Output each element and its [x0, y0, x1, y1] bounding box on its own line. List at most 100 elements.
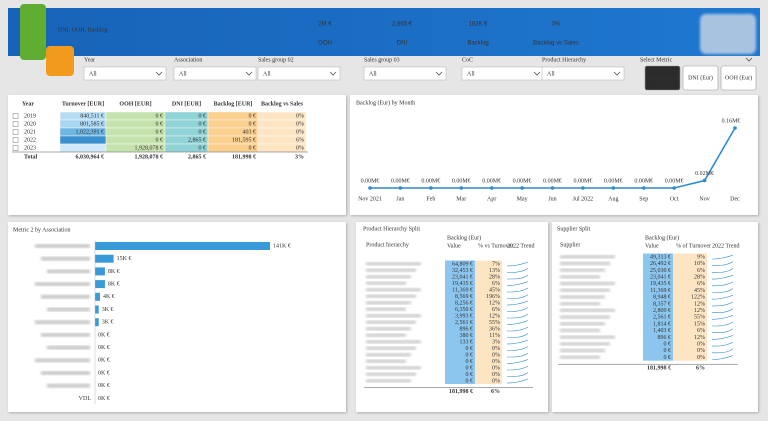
- value-cell: 1,403 €: [653, 328, 671, 334]
- bar: [95, 267, 105, 276]
- blurred-label: [560, 281, 615, 286]
- blurred-label: [366, 327, 411, 331]
- data-label: 0K €: [98, 332, 110, 338]
- line-point: [489, 186, 494, 190]
- blurred-label: [35, 244, 90, 248]
- expand-icon[interactable]: [12, 145, 19, 151]
- value-col-bg: [643, 253, 673, 361]
- col-header: 2022 Trend: [507, 243, 535, 249]
- total-pct: 6%: [491, 389, 500, 395]
- total-cell: 3%: [295, 154, 304, 160]
- line-point: [550, 186, 555, 190]
- blurred-label: [35, 320, 90, 325]
- sparkline: [506, 287, 529, 293]
- filter-dropdown[interactable]: [363, 66, 447, 81]
- expand-icon[interactable]: [12, 137, 19, 143]
- value-cell: 380 €: [460, 333, 474, 339]
- table-cell: 0 €: [156, 121, 164, 127]
- blurred-label: [560, 288, 610, 292]
- line-point: [520, 186, 524, 190]
- filter-dropdown[interactable]: [83, 66, 167, 81]
- pct-cell: 13%: [489, 268, 500, 274]
- kpi-label: Backlog vs Sales: [533, 41, 579, 47]
- expand-icon[interactable]: [12, 121, 19, 127]
- value-cell: 25,030 €: [650, 268, 671, 274]
- blurred-label: [366, 379, 411, 383]
- pct-cell: 12%: [694, 301, 705, 307]
- sparkline: [506, 300, 529, 306]
- header-band: [8, 8, 760, 56]
- total-cell: 181,998 €: [232, 154, 256, 160]
- expand-icon[interactable]: [12, 129, 19, 135]
- blurred-label: [560, 301, 600, 306]
- metric-button[interactable]: [644, 65, 681, 91]
- sparkline: [711, 348, 734, 354]
- sparkline: [506, 307, 529, 312]
- total-cell: 2,865 €: [188, 154, 206, 160]
- table-cell: 0 €: [156, 137, 164, 143]
- table-cell: 0 €: [199, 113, 207, 119]
- col-header: Backlog (Eur): [645, 234, 679, 241]
- filter-label: CoC: [462, 57, 473, 63]
- data-label: 0K €: [98, 370, 110, 376]
- value-cell: 0 €: [466, 359, 474, 365]
- filter-dropdown[interactable]: [541, 66, 625, 81]
- table-cell: 0 €: [156, 129, 164, 135]
- sparkline: [711, 301, 734, 307]
- dropdown-chevron: [155, 71, 163, 76]
- logo-blurred: [700, 14, 756, 54]
- kpi-value: 3%: [552, 22, 561, 28]
- dropdown-chevron: [533, 71, 541, 76]
- table-cell: 0%: [296, 129, 304, 135]
- value-cell: 26,492 €: [650, 261, 671, 267]
- total-label: Total: [24, 154, 37, 160]
- line-point: [398, 186, 403, 190]
- table-cell: 840,511 €: [80, 113, 104, 119]
- value-cell: 0 €: [664, 355, 672, 361]
- x-tick-label: Feb: [426, 196, 435, 202]
- filter-dropdown[interactable]: [257, 66, 341, 81]
- table-header: DNI [EUR]: [172, 101, 201, 107]
- table-cell: 0 €: [156, 113, 164, 119]
- filter-label: Year: [84, 57, 95, 63]
- filter-label: Sales group 02: [258, 57, 294, 63]
- col-header: 2022 Trend: [712, 243, 740, 249]
- kpi-value: 182K €: [468, 22, 488, 28]
- filter-dropdown[interactable]: [173, 66, 257, 81]
- blurred-label: [560, 261, 610, 266]
- value-cell: 1,814 €: [653, 321, 671, 327]
- table-header: Year: [22, 101, 34, 107]
- value-cell: 896 €: [460, 326, 474, 332]
- value-cell: 32,453 €: [452, 268, 473, 274]
- kpi-value: 2,865 €: [392, 22, 413, 28]
- table-cell: 0 €: [199, 145, 207, 151]
- blurred-label: [366, 320, 416, 324]
- filter-value: All: [179, 71, 187, 77]
- sparkline: [711, 335, 734, 340]
- data-label: 15K €: [117, 256, 132, 262]
- sparkline: [711, 308, 734, 313]
- blurred-label: [560, 342, 610, 346]
- blurred-label: [560, 335, 615, 339]
- filter-value: All: [547, 71, 555, 77]
- value-cell: 2,809 €: [653, 308, 671, 314]
- table-cell: 0 €: [199, 121, 207, 127]
- cell-bg: [59, 143, 107, 153]
- metric-button[interactable]: [720, 65, 757, 91]
- expand-icon[interactable]: [12, 113, 19, 119]
- table-header: Turnover [EUR]: [62, 101, 104, 107]
- table-cell: 2,865 €: [188, 137, 206, 143]
- bar: [95, 280, 105, 289]
- value-cell: 19,435 €: [452, 281, 473, 287]
- metric-button[interactable]: [682, 65, 719, 91]
- table-cell: 0 €: [249, 145, 257, 151]
- filter-value: All: [369, 71, 377, 77]
- col-header: Value: [645, 243, 659, 249]
- cell-bg: [59, 135, 107, 145]
- pct-cell: 28%: [694, 274, 705, 280]
- data-label: 141K €: [273, 243, 291, 249]
- table-cell: 1,928,078 €: [135, 145, 164, 151]
- value-cell: 2,561 €: [653, 315, 671, 321]
- blurred-label: [366, 353, 411, 357]
- data-label: 0.00M€: [573, 178, 592, 184]
